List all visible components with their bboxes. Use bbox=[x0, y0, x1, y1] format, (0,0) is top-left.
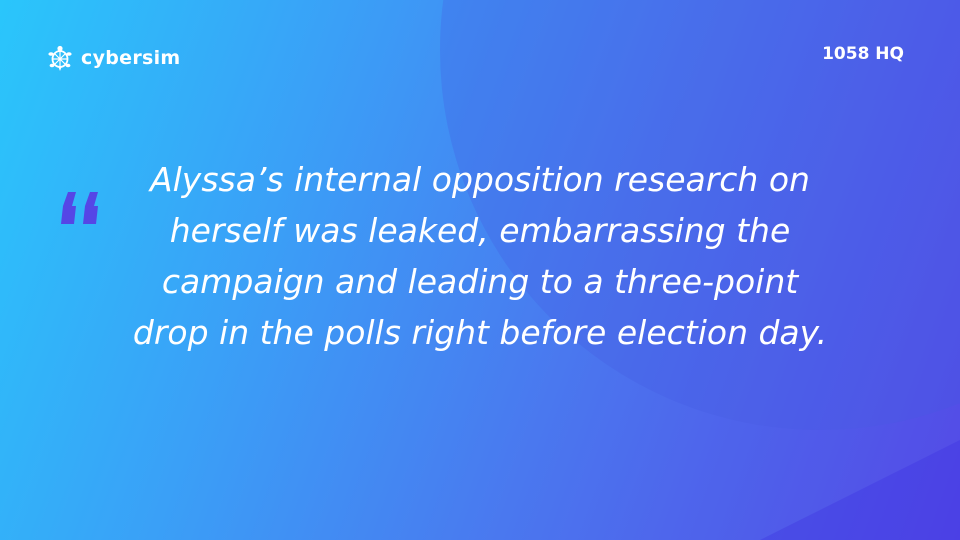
brand-name: cybersim bbox=[81, 47, 181, 69]
hq-label: 1058 HQ bbox=[822, 44, 904, 64]
brand-logo: cybersim bbox=[46, 44, 181, 72]
turtle-logo-icon bbox=[48, 45, 72, 71]
quote-text: Alyssa’s internal opposition research on… bbox=[132, 160, 828, 352]
opening-quote-icon bbox=[61, 192, 98, 224]
background-corner bbox=[760, 440, 960, 540]
